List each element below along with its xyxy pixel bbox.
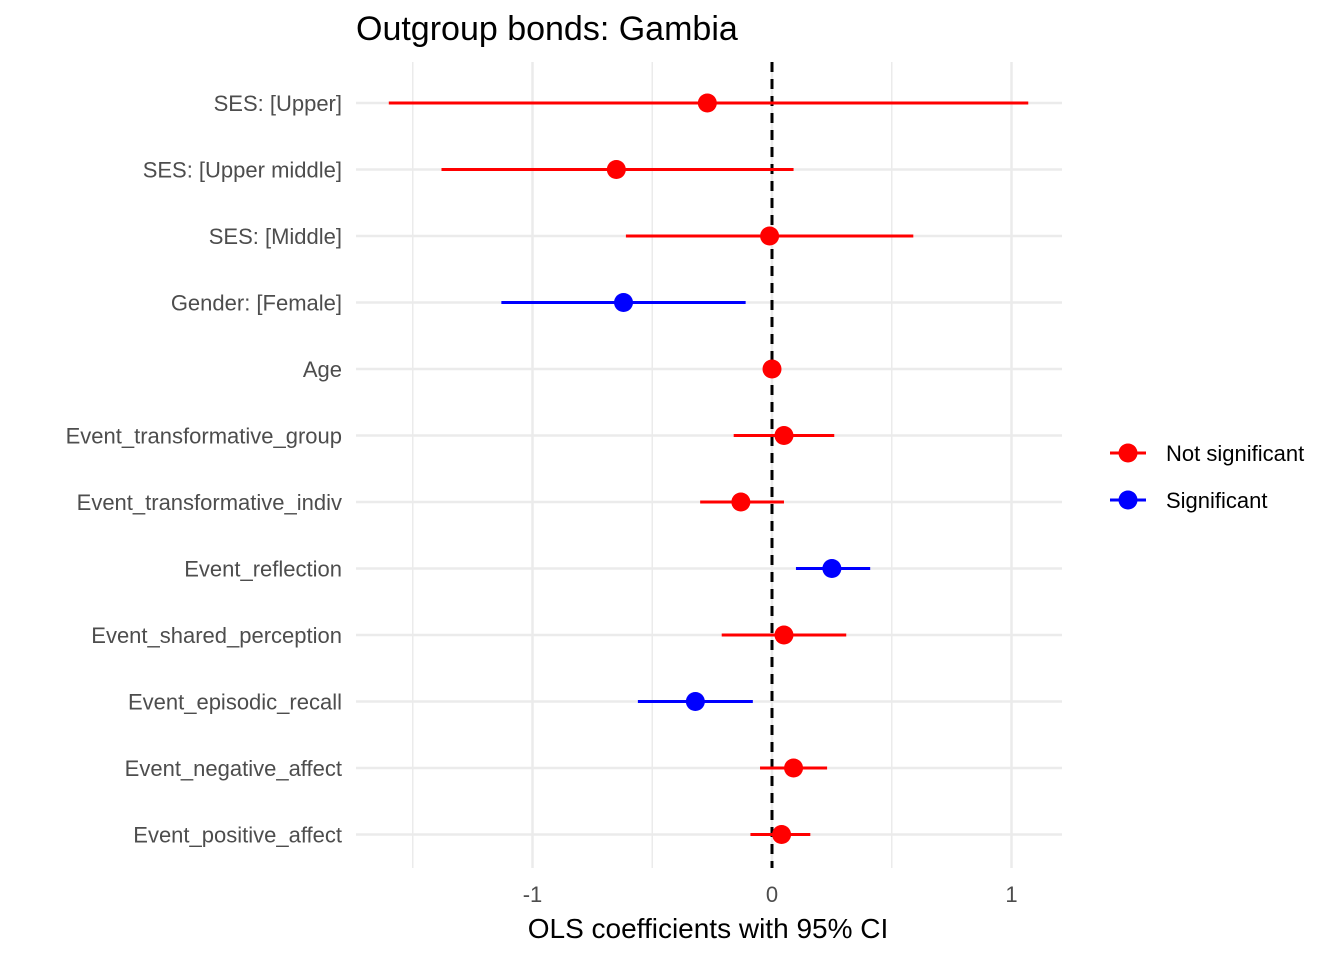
- estimate-point: [774, 426, 794, 445]
- estimate-point: [772, 825, 792, 844]
- y-axis-labels: SES: [Upper] SES: [Upper middle] SES: [Mid…: [66, 91, 342, 848]
- estimate-point: [685, 692, 705, 711]
- y-tick-label: SES: [Upper]: [214, 91, 342, 116]
- x-tick-label: 1: [1005, 882, 1017, 907]
- estimate-point: [774, 625, 794, 645]
- x-axis-ticks: -1 0 1: [523, 882, 1018, 907]
- estimate-point: [762, 359, 782, 379]
- estimate-point: [822, 559, 842, 578]
- estimate-point: [784, 758, 804, 778]
- legend: Not significant Significant: [1110, 441, 1304, 513]
- y-tick-label: Event_shared_perception: [91, 623, 342, 648]
- estimate-point: [731, 492, 751, 512]
- estimate-point: [760, 226, 780, 246]
- grid: [356, 62, 1062, 868]
- estimate-point: [697, 93, 717, 113]
- legend-key-point: [1118, 443, 1138, 463]
- x-tick-label: 0: [766, 882, 778, 907]
- legend-label: Significant: [1166, 488, 1268, 513]
- y-tick-label: Age: [303, 357, 342, 382]
- y-tick-label: Event_transformative_group: [66, 424, 342, 449]
- y-tick-label: Event_negative_affect: [125, 756, 342, 781]
- y-tick-label: Gender: [Female]: [171, 291, 342, 316]
- estimate-point: [614, 293, 634, 312]
- legend-key-point: [1118, 490, 1138, 510]
- chart-title: Outgroup bonds: Gambia: [356, 10, 738, 48]
- y-tick-label: SES: [Upper middle]: [143, 158, 342, 183]
- coefficient-marks: [388, 93, 1029, 844]
- x-axis-title: OLS coefficients with 95% CI: [528, 913, 889, 944]
- y-tick-label: Event_episodic_recall: [128, 690, 342, 715]
- y-tick-label: Event_positive_affect: [133, 823, 342, 848]
- x-tick-label: -1: [523, 882, 543, 907]
- legend-label: Not significant: [1166, 441, 1304, 466]
- y-tick-label: SES: [Middle]: [209, 224, 342, 249]
- estimate-point: [606, 160, 626, 179]
- y-tick-label: Event_reflection: [184, 557, 342, 582]
- y-tick-label: Event_transformative_indiv: [77, 490, 342, 515]
